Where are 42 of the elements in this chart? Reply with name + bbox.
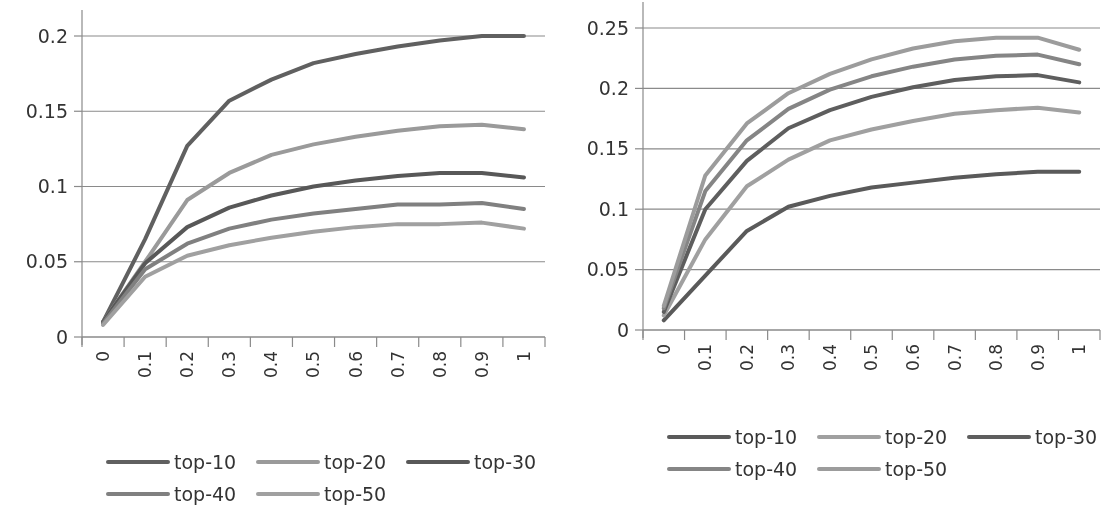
x-tick-label: 0.7 [944, 344, 965, 372]
legend-label: top-30 [1035, 425, 1098, 448]
x-tick-label: 0.9 [1027, 344, 1048, 372]
x-tick-label: 0.2 [736, 344, 757, 372]
x-tick-label: 0.9 [471, 351, 492, 379]
y-tick-label: 0.15 [25, 99, 68, 122]
y-tick-label: 0.25 [586, 16, 629, 39]
legend-label: top-20 [324, 450, 387, 473]
y-tick-label: 0.2 [598, 77, 629, 100]
x-tick-label: 0.2 [177, 351, 198, 379]
x-tick-label: 1 [1069, 344, 1090, 355]
y-tick-label: 0.1 [598, 197, 629, 220]
legend-label: top-50 [324, 482, 387, 505]
x-tick-label: 0.3 [219, 351, 240, 379]
x-tick-label: 0.7 [387, 351, 408, 379]
y-tick-label: 0.1 [37, 175, 68, 198]
legend-label: top-40 [735, 457, 798, 480]
x-tick-label: 1 [513, 351, 534, 362]
x-tick-label: 0 [93, 351, 113, 362]
y-tick-label: 0 [616, 318, 629, 341]
x-tick-label: 0.1 [135, 351, 156, 379]
y-tick-label: 0.05 [586, 258, 629, 281]
x-tick-label: 0.4 [819, 344, 840, 372]
x-tick-label: 0.5 [861, 344, 882, 372]
x-tick-label: 0.8 [429, 351, 450, 379]
x-tick-label: 0.6 [903, 344, 923, 372]
x-tick-label: 0 [653, 344, 674, 355]
legend-label: top-10 [735, 425, 798, 448]
x-tick-label: 0.5 [303, 351, 324, 379]
x-tick-label: 0.6 [345, 351, 366, 379]
y-tick-label: 0.15 [586, 137, 629, 160]
y-tick-label: 0.05 [25, 250, 68, 273]
x-tick-label: 0.1 [695, 344, 716, 372]
legend-label: top-30 [474, 450, 537, 473]
x-tick-label: 0.8 [986, 344, 1007, 372]
y-tick-label: 0.2 [37, 24, 68, 47]
x-tick-label: 0.4 [261, 351, 282, 379]
legend-label: top-50 [885, 457, 948, 480]
legend-label: top-40 [174, 482, 237, 505]
legend-label: top-10 [174, 450, 237, 473]
x-tick-label: 0.3 [778, 344, 799, 372]
legend-label: top-20 [885, 425, 948, 448]
